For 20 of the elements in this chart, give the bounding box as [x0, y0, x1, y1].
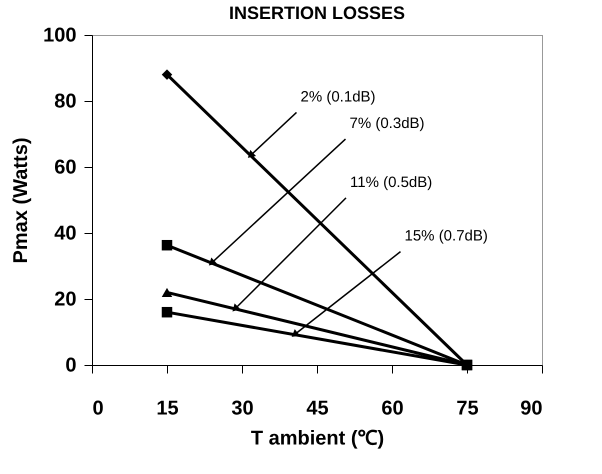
y-axis-title: Pmax (Watts) — [10, 138, 32, 264]
annotation: 2% (0.1dB) — [300, 88, 376, 106]
y-tick-label: 20 — [54, 288, 76, 310]
y-tick-label: 100 — [43, 24, 76, 46]
x-tick-label: 90 — [520, 398, 542, 420]
x-tick-label: 15 — [156, 398, 179, 420]
y-tick-label: 80 — [54, 90, 76, 112]
y-tick-label: 0 — [65, 354, 76, 376]
x-tick-label: 0 — [92, 398, 104, 420]
x-tick-label: 30 — [231, 398, 254, 420]
annotation: 15% (0.7dB) — [404, 228, 488, 245]
y-tick-label: 60 — [54, 156, 76, 178]
y-tick-label: 40 — [54, 222, 76, 244]
chart-title: INSERTION LOSSES — [228, 3, 406, 23]
annotation: 11% (0.5dB) — [350, 174, 432, 191]
x-tick-label: 45 — [306, 398, 329, 420]
x-axis-title: T ambient (℃) — [250, 428, 384, 450]
annotation: 7% (0.3dB) — [350, 115, 425, 132]
x-tick-label: 75 — [456, 398, 479, 420]
x-tick-label: 60 — [381, 398, 404, 420]
